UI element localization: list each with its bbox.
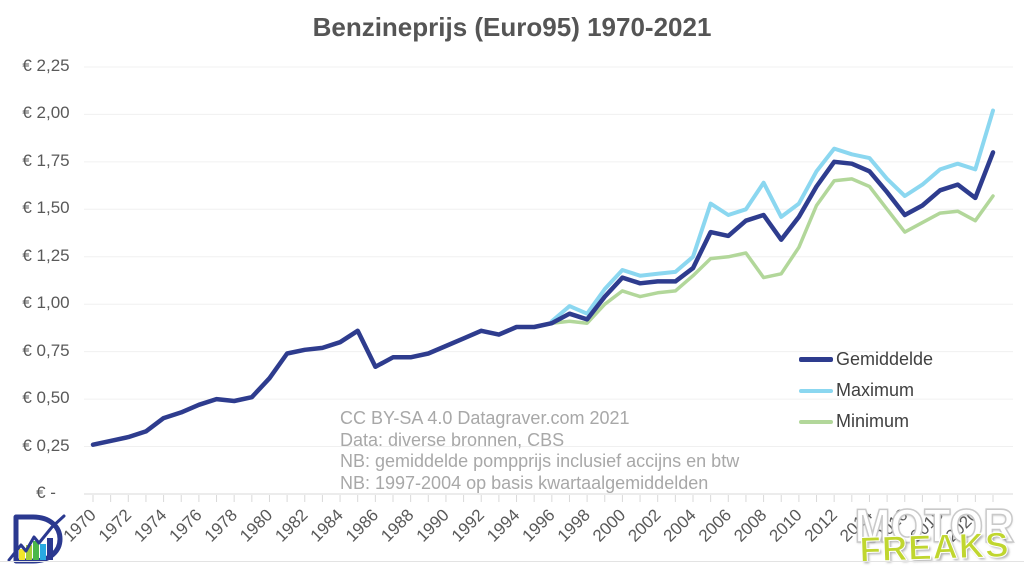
annotation-line-nb1: NB: gemiddelde pompprijs inclusief accij… <box>340 451 740 471</box>
x-tick-label: 2004 <box>660 505 700 545</box>
y-tick-label: € 0,75 <box>22 340 70 360</box>
maximum-line-swatch <box>799 388 833 393</box>
series-line-maximum <box>549 108 995 324</box>
annotation-line-source: Data: diverse bronnen, CBS <box>340 429 565 450</box>
minimum-line-swatch <box>799 419 833 424</box>
legend-label-minimum: Minimum <box>836 411 910 431</box>
y-tick-label: € 0,50 <box>22 388 70 408</box>
x-tick-label: 2012 <box>801 505 841 545</box>
legend-item-gemiddelde: Gemiddelde <box>799 344 933 375</box>
annotation-line-license: CC BY-SA 4.0 Datagraver.com 2021 <box>340 408 630 428</box>
x-tick-label: 1982 <box>271 505 311 545</box>
logo-d-outline <box>13 514 63 564</box>
chart-title: Benzineprijs (Euro95) 1970-2021 <box>312 12 712 42</box>
x-tick-label: 1994 <box>483 505 523 545</box>
x-tick-label: 1984 <box>307 505 347 545</box>
legend-label-maximum: Maximum <box>836 380 915 400</box>
x-tick-label: 2008 <box>730 505 770 545</box>
logo-trend-line <box>7 514 66 562</box>
y-tick-label: € 2,25 <box>22 55 70 75</box>
watermark-freaks-text: FREAKS <box>858 525 1011 570</box>
x-tick-label: 1990 <box>413 505 453 545</box>
y-tick-label: € 1,75 <box>22 150 70 170</box>
source-annotation: CC BY-SA 4.0 Datagraver.com 2021 Data: d… <box>340 408 739 494</box>
x-tick-label: 2010 <box>766 505 806 545</box>
x-tick-label: 1986 <box>342 505 382 545</box>
x-tick-label: 2000 <box>589 505 629 545</box>
legend-label-gemiddelde: Gemiddelde <box>836 349 934 369</box>
x-tick-label: 1978 <box>201 505 241 545</box>
x-tick-label: 1972 <box>95 505 135 545</box>
x-tick-label: 1996 <box>518 505 558 545</box>
series-line-gemiddelde <box>90 150 996 447</box>
datagraver-logo <box>7 514 66 564</box>
legend-item-maximum: Maximum <box>799 375 933 406</box>
y-tick-label: € 0,25 <box>22 435 70 455</box>
x-tick-label: 1980 <box>236 505 276 545</box>
y-tick-label: € 2,00 <box>22 103 70 123</box>
x-tick-label: 1992 <box>448 505 488 545</box>
y-tick-label: € 1,00 <box>22 293 70 313</box>
x-tick-label: 1998 <box>554 505 594 545</box>
logo-bars <box>19 538 53 560</box>
x-tick-label: 2006 <box>695 505 735 545</box>
x-tick-label: 1976 <box>166 505 206 545</box>
x-tick-label: 1988 <box>377 505 417 545</box>
y-tick-label: € - <box>36 483 56 502</box>
annotation-line-nb2: NB: 1997-2004 op basis kwartaalgemiddeld… <box>340 472 709 493</box>
bottom-divider-line <box>0 561 1024 562</box>
y-tick-label: € 1,50 <box>22 198 70 218</box>
legend-item-minimum: Minimum <box>799 406 933 437</box>
watermark-motor-text: MOTOR <box>854 498 1015 553</box>
series-line-minimum <box>550 177 995 325</box>
gemiddelde-line-swatch <box>799 357 833 362</box>
y-tick-label: € 1,25 <box>22 245 70 265</box>
motorfreaks-watermark: MOTOR FREAKS <box>847 498 1022 570</box>
x-tick-label: 2002 <box>624 505 664 545</box>
x-tick-label: 1974 <box>130 505 170 545</box>
legend: Gemiddelde Maximum Minimum <box>799 344 933 437</box>
